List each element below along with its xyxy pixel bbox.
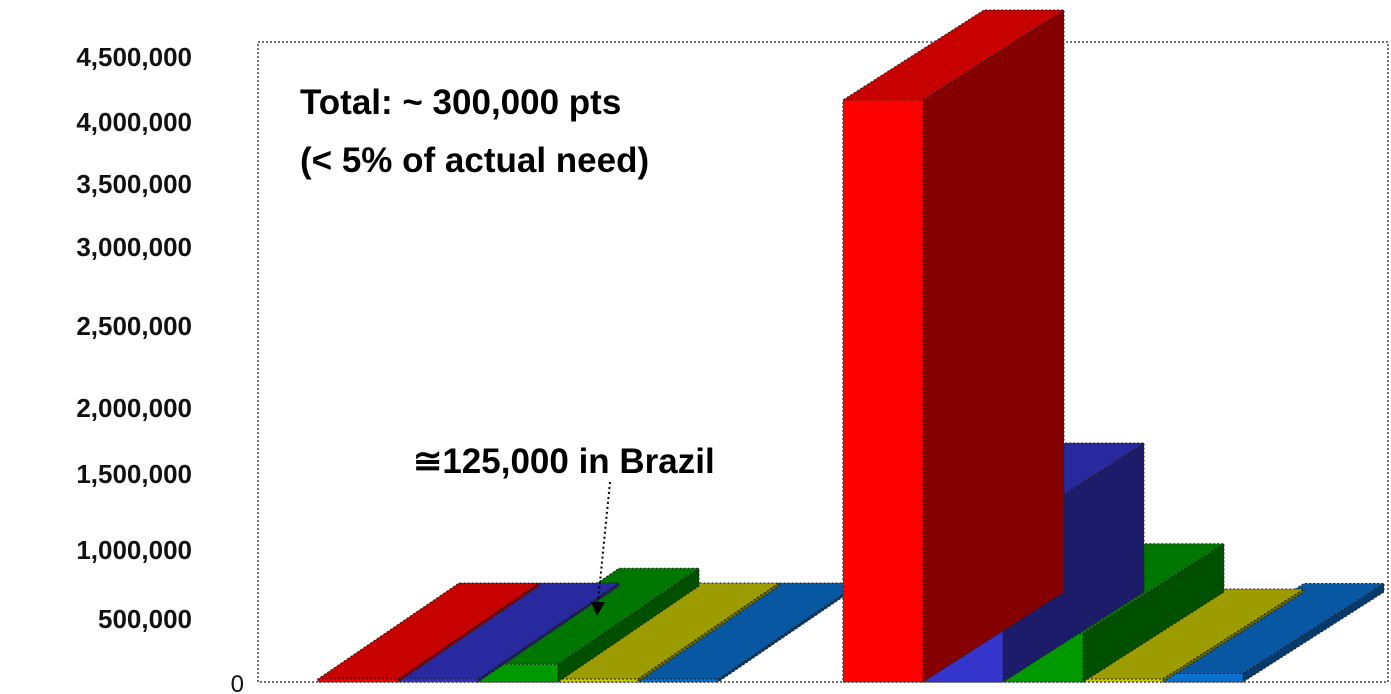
- bar-front: [637, 678, 719, 683]
- bars: [316, 9, 1386, 683]
- arrow-head: [591, 602, 605, 616]
- bar-front: [557, 678, 639, 683]
- bar: [841, 9, 1066, 683]
- y-tick-label: 3,500,000: [76, 169, 192, 199]
- bar-side: [922, 9, 1065, 683]
- y-axis: 0 500,000 1,000,000 1,500,000 2,000,000 2,500…: [76, 42, 244, 694]
- bar-front: [842, 99, 924, 683]
- y-tick-label: 500,000: [98, 604, 192, 634]
- annotation-need: (< 5% of actual need): [300, 141, 649, 180]
- y-tick-label: 4,500,000: [76, 42, 192, 72]
- bar-front: [317, 678, 399, 683]
- bar-side: [1162, 588, 1305, 683]
- bar: [556, 582, 781, 683]
- y-tick-label: 2,500,000: [76, 311, 192, 341]
- y-tick-label: 1,000,000: [76, 535, 192, 565]
- bar: [396, 582, 621, 683]
- bar-front: [1162, 672, 1244, 683]
- bar-front: [1082, 678, 1164, 683]
- bar: [316, 582, 541, 683]
- annotation-total: Total: ~ 300,000 pts: [300, 83, 621, 122]
- y-tick-label: 0: [231, 671, 244, 694]
- annotation-brazil: ≅125,000 in Brazil: [413, 442, 715, 481]
- bar-front: [397, 678, 479, 683]
- bar-side: [1082, 542, 1225, 683]
- bar: [636, 582, 861, 683]
- y-tick-label: 1,500,000: [76, 459, 192, 489]
- y-tick-label: 3,000,000: [76, 232, 192, 262]
- plot-frame: [257, 41, 1389, 683]
- y-tick-label: 4,000,000: [76, 107, 192, 137]
- bar: [1161, 582, 1386, 683]
- y-tick-label: 2,000,000: [76, 393, 192, 423]
- annotation-arrow: [597, 481, 611, 603]
